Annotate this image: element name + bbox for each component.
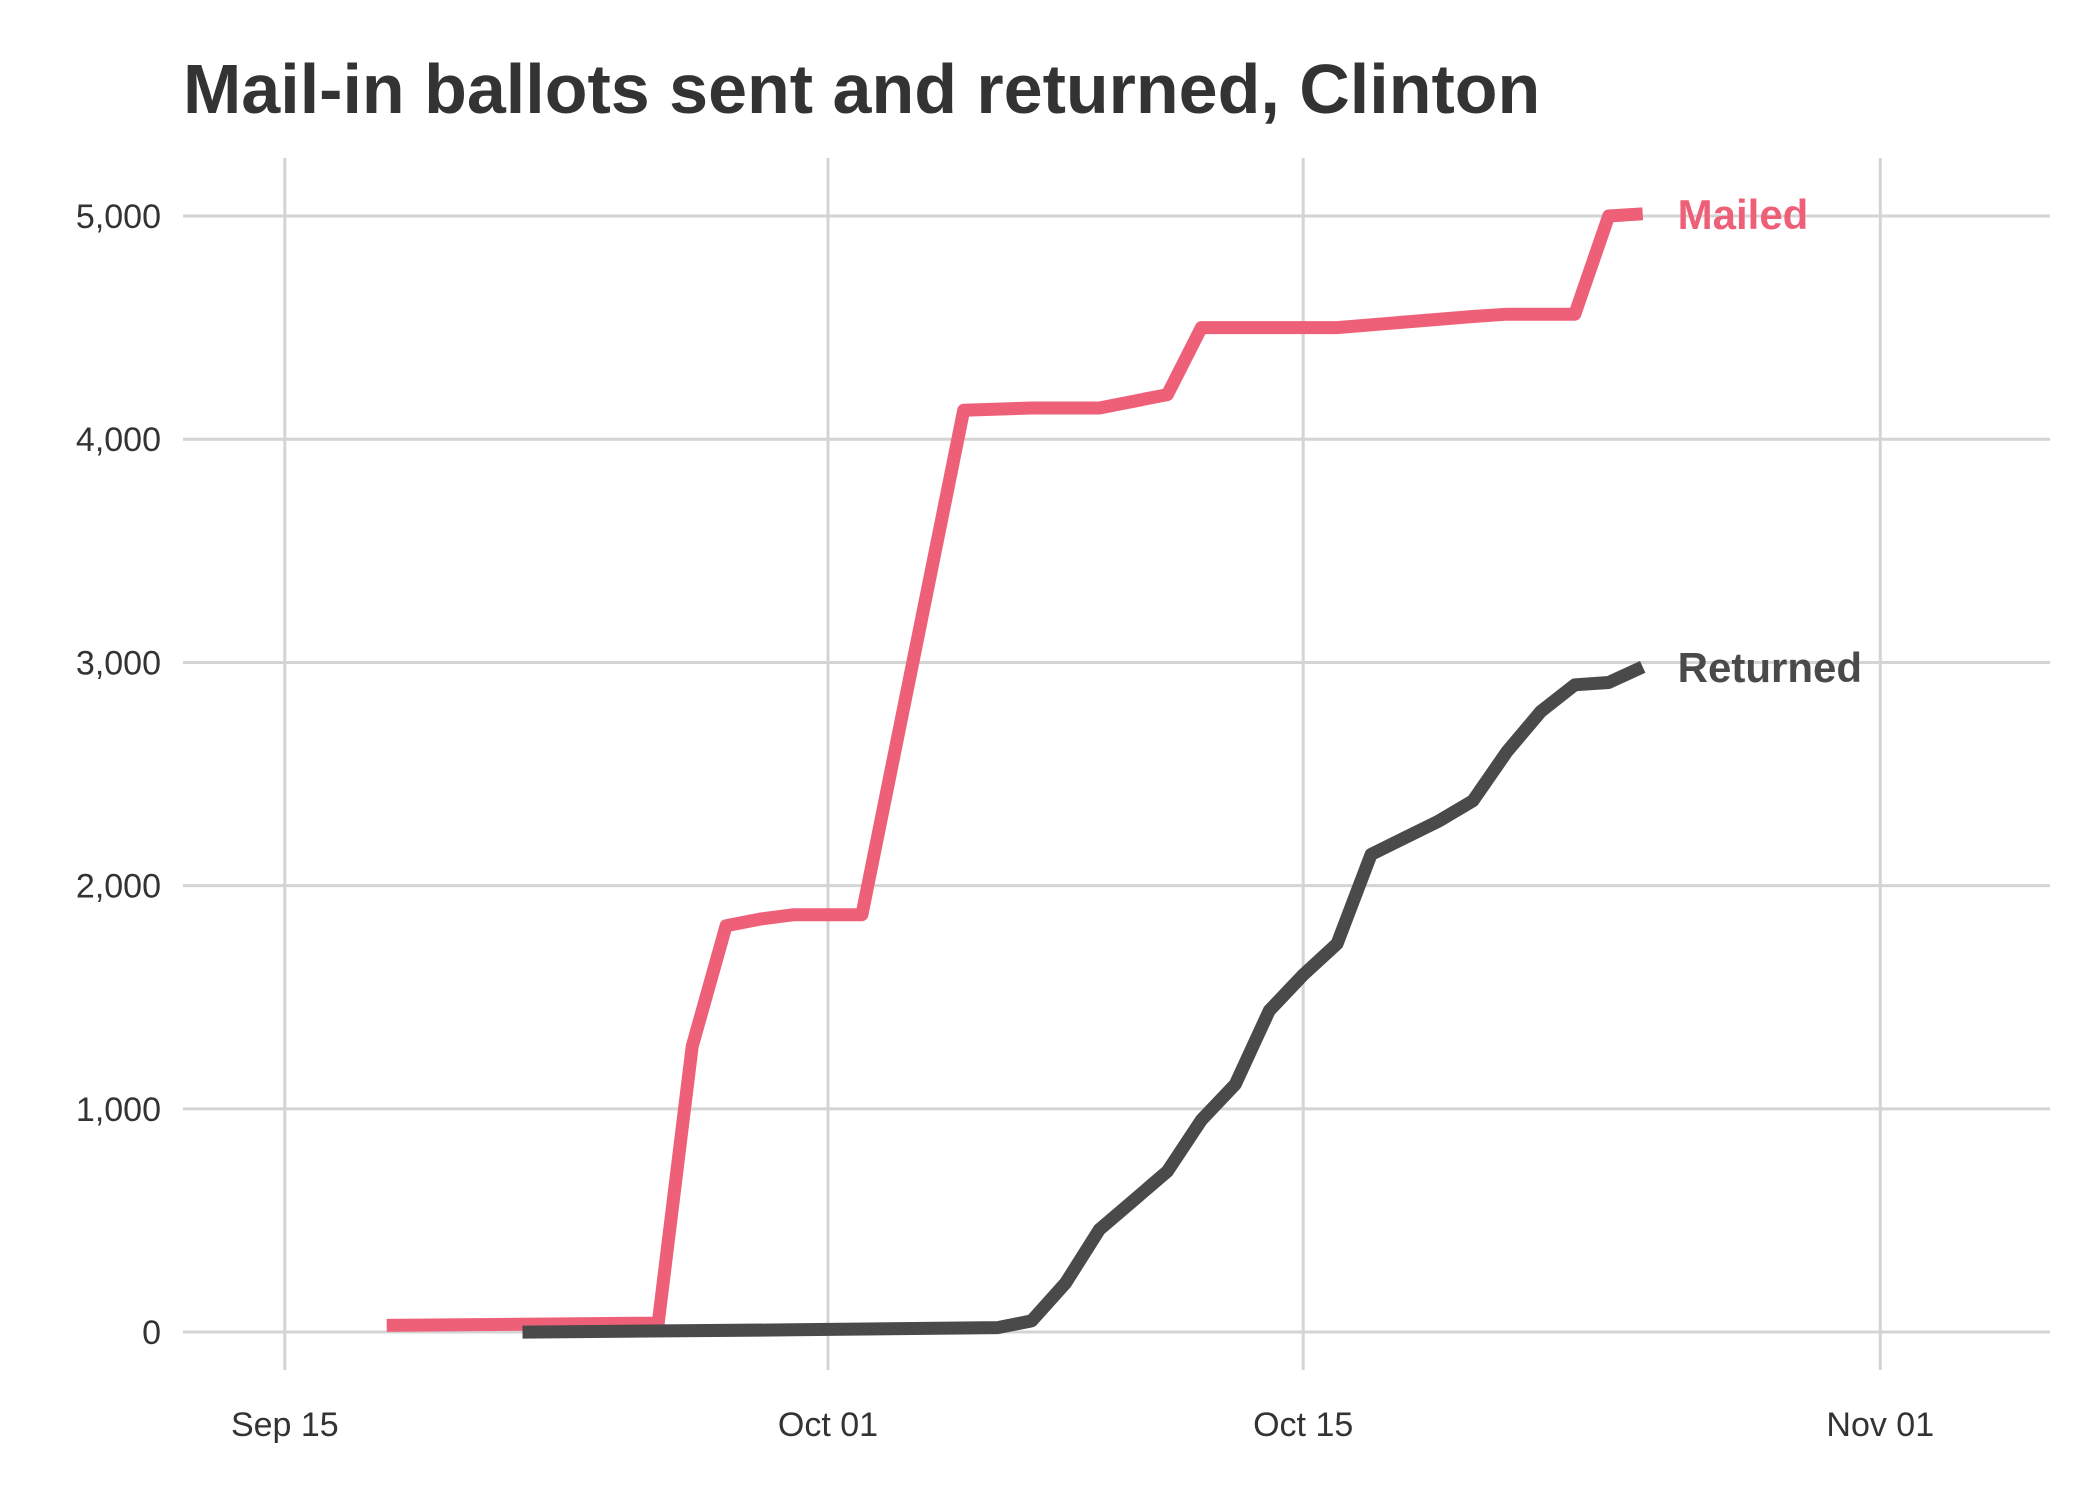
series-line-returned [522, 660, 1646, 1339]
series-line-mailed [386, 207, 1644, 1332]
chart-title: Mail-in ballots sent and returned, Clint… [183, 50, 1540, 128]
x-tick-label-0: Sep 15 [231, 1406, 339, 1444]
series-label-mailed: Mailed [1678, 191, 1809, 238]
x-tick-label-1: Oct 01 [778, 1406, 878, 1444]
x-tick-label-2: Oct 15 [1253, 1406, 1353, 1444]
y-tick-label-3: 3,000 [76, 644, 161, 682]
y-tick-label-2: 2,000 [76, 868, 161, 906]
x-axis-ticks: Sep 15 Oct 01 Oct 15 Nov 01 [231, 1406, 1934, 1444]
y-gridlines [183, 214, 2050, 1334]
series-lines [386, 207, 1646, 1339]
y-tick-label-0: 0 [142, 1314, 161, 1352]
y-tick-label-5: 5,000 [76, 198, 161, 236]
series-label-returned: Returned [1678, 644, 1862, 691]
y-tick-label-4: 4,000 [76, 421, 161, 459]
x-tick-label-3: Nov 01 [1826, 1406, 1934, 1444]
series-labels: Mailed Returned [1678, 191, 1862, 691]
x-gridlines [283, 158, 1882, 1370]
y-tick-label-1: 1,000 [76, 1091, 161, 1129]
y-axis-ticks: 0 1,000 2,000 3,000 4,000 5,000 [76, 198, 161, 1352]
